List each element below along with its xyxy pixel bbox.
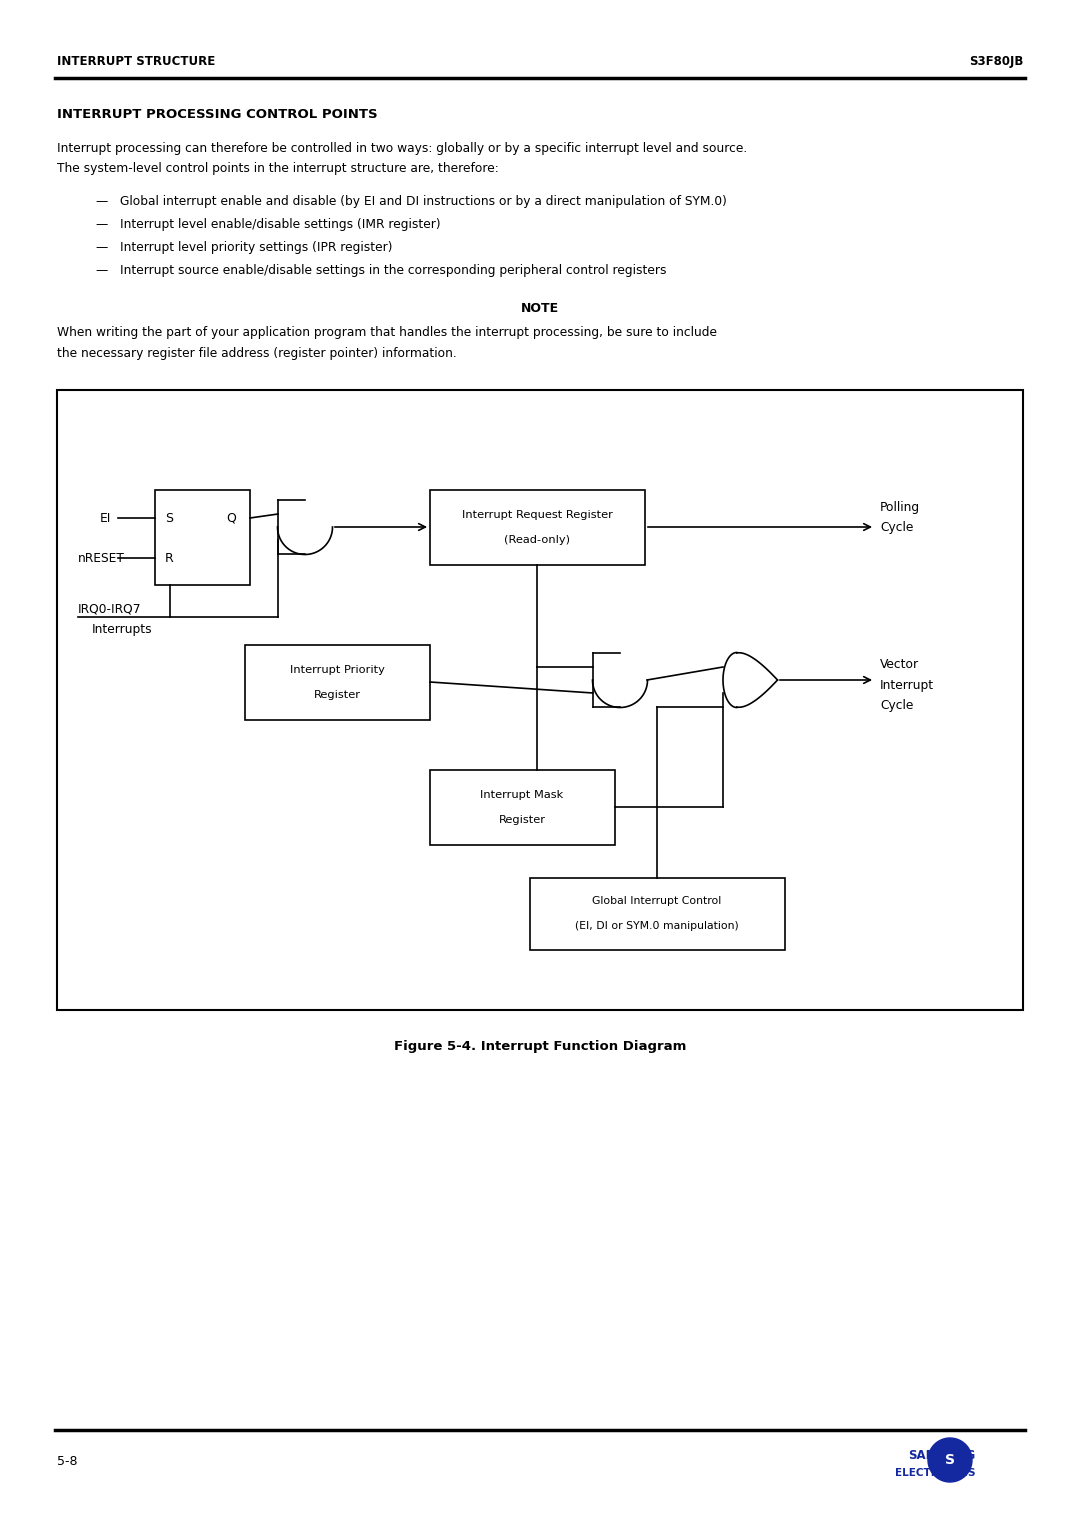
- Text: Global Interrupt Control: Global Interrupt Control: [592, 895, 721, 906]
- Text: INTERRUPT STRUCTURE: INTERRUPT STRUCTURE: [57, 55, 215, 69]
- Text: When writing the part of your application program that handles the interrupt pro: When writing the part of your applicatio…: [57, 325, 717, 339]
- Text: NOTE: NOTE: [521, 303, 559, 315]
- Text: INTERRUPT PROCESSING CONTROL POINTS: INTERRUPT PROCESSING CONTROL POINTS: [57, 108, 378, 121]
- Text: (EI, DI or SYM.0 manipulation): (EI, DI or SYM.0 manipulation): [576, 921, 739, 931]
- Text: Register: Register: [499, 814, 545, 825]
- Text: The system-level control points in the interrupt structure are, therefore:: The system-level control points in the i…: [57, 162, 499, 176]
- Text: S: S: [165, 512, 173, 524]
- Text: Interrupts: Interrupts: [92, 623, 152, 636]
- Text: Interrupt Mask: Interrupt Mask: [481, 790, 564, 801]
- Text: R: R: [164, 552, 174, 564]
- Text: Interrupt: Interrupt: [880, 678, 934, 692]
- Text: —: —: [95, 196, 107, 208]
- Text: Interrupt level priority settings (IPR register): Interrupt level priority settings (IPR r…: [120, 241, 392, 254]
- Text: 5-8: 5-8: [57, 1455, 78, 1468]
- Text: ELECTRONICS: ELECTRONICS: [894, 1468, 975, 1478]
- Text: S: S: [945, 1453, 955, 1467]
- Text: Interrupt processing can therefore be controlled in two ways: globally or by a s: Interrupt processing can therefore be co…: [57, 142, 747, 154]
- Text: Q: Q: [226, 512, 235, 524]
- Text: EI: EI: [100, 512, 111, 524]
- Text: Polling: Polling: [880, 501, 920, 513]
- Bar: [530, 879, 785, 950]
- Bar: [430, 490, 645, 565]
- Text: —: —: [95, 264, 107, 277]
- Bar: [245, 645, 430, 720]
- Text: the necessary register file address (register pointer) information.: the necessary register file address (reg…: [57, 347, 457, 361]
- Text: Figure 5-4. Interrupt Function Diagram: Figure 5-4. Interrupt Function Diagram: [394, 1041, 686, 1053]
- Text: Cycle: Cycle: [880, 698, 914, 712]
- Text: S3F80JB: S3F80JB: [969, 55, 1023, 69]
- Text: Interrupt Priority: Interrupt Priority: [289, 665, 384, 675]
- Text: nRESET: nRESET: [78, 552, 125, 564]
- Text: Interrupt Request Register: Interrupt Request Register: [461, 510, 612, 520]
- Text: IRQ0-IRQ7: IRQ0-IRQ7: [78, 604, 141, 616]
- Text: Interrupt source enable/disable settings in the corresponding peripheral control: Interrupt source enable/disable settings…: [120, 264, 666, 277]
- Bar: [156, 490, 249, 585]
- Text: SAMSUNG: SAMSUNG: [908, 1449, 975, 1462]
- Bar: [430, 770, 615, 845]
- Text: Register: Register: [313, 691, 361, 700]
- Polygon shape: [928, 1438, 972, 1482]
- Text: Vector: Vector: [880, 659, 919, 671]
- Text: (Read-only): (Read-only): [504, 535, 570, 545]
- Text: Interrupt level enable/disable settings (IMR register): Interrupt level enable/disable settings …: [120, 219, 441, 231]
- Text: Global interrupt enable and disable (by EI and DI instructions or by a direct ma: Global interrupt enable and disable (by …: [120, 196, 727, 208]
- Bar: [57, 390, 1023, 1010]
- Text: —: —: [95, 241, 107, 254]
- Text: Cycle: Cycle: [880, 521, 914, 533]
- Text: —: —: [95, 219, 107, 231]
